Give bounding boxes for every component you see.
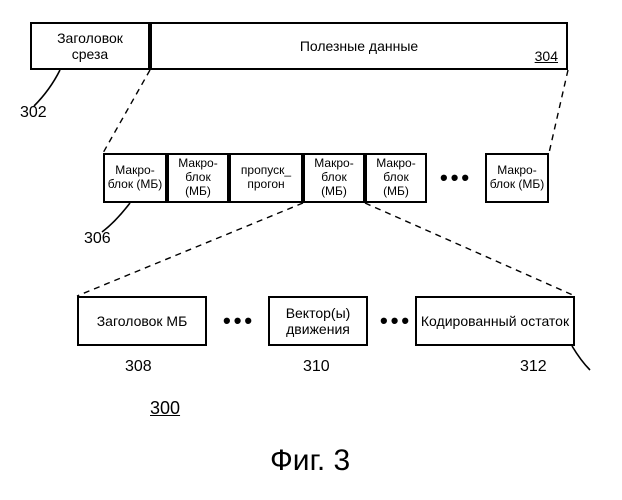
figure-number: 300 [150,398,180,419]
mb-detail-text: Кодированный остаток [421,313,569,329]
macroblock-last-text: Макро-блок (МБ) [490,164,545,192]
mb-detail-box: Заголовок МБ [77,296,207,346]
slice-header-text: Заголовоксреза [57,30,123,62]
payload-box: Полезные данные 304 [150,22,568,70]
macroblock-box: Макро-блок (МБ) [103,153,167,203]
mb-detail-box: Кодированный остаток [415,296,575,346]
payload-text: Полезные данные [300,38,418,54]
mb-detail-text: Заголовок МБ [97,313,188,329]
macroblock-text: пропуск_прогон [241,164,291,192]
macroblock-text: Макро-блок (МБ) [369,157,423,198]
ref-302: 302 [20,104,47,122]
ellipsis-icon: ••• [380,308,412,334]
mb-detail-text: Вектор(ы)движения [286,305,351,337]
macroblock-text: Макро-блок (МБ) [171,157,225,198]
macroblock-box: Макро-блок (МБ) [365,153,427,203]
ref-308: 308 [125,358,152,376]
figure-caption: Фиг. 3 [270,444,350,478]
mb-detail-box: Вектор(ы)движения [268,296,368,346]
connector-layer [0,0,622,500]
macroblock-text: Макро-блок (МБ) [108,164,163,192]
ref-312: 312 [520,358,547,376]
diagram-stage: Заголовоксреза Полезные данные 304 Макро… [0,0,622,500]
ellipsis-icon: ••• [223,308,255,334]
ref-310: 310 [303,358,330,376]
macroblock-box: пропуск_прогон [229,153,303,203]
macroblock-text: Макро-блок (МБ) [307,157,361,198]
macroblock-box: Макро-блок (МБ) [303,153,365,203]
payload-ref: 304 [535,48,558,64]
macroblock-box: Макро-блок (МБ) [167,153,229,203]
slice-header-box: Заголовоксреза [30,22,150,70]
ref-306: 306 [84,230,111,248]
ellipsis-icon: ••• [440,165,472,191]
macroblock-last-box: Макро-блок (МБ) [485,153,549,203]
